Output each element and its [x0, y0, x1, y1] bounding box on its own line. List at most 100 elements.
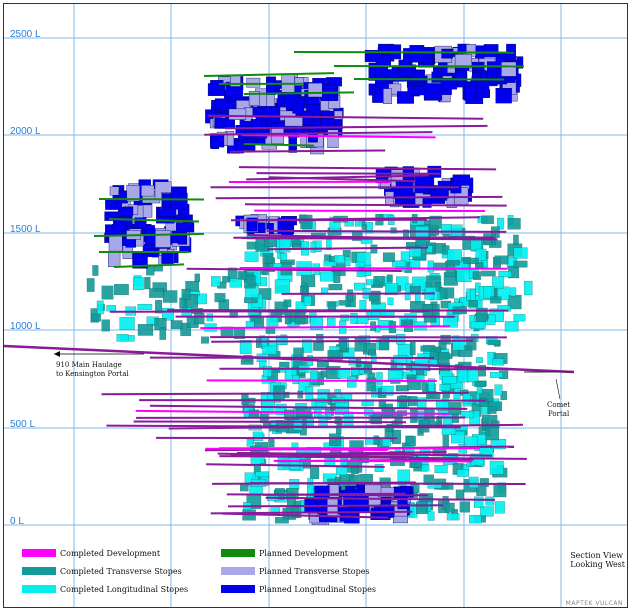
planned-development: [243, 91, 355, 95]
completed-stope: [356, 270, 366, 277]
completed-stope: [410, 286, 421, 293]
completed-development: [206, 379, 437, 382]
completed-stope: [474, 381, 486, 388]
completed-stope: [355, 220, 363, 227]
completed-stope: [366, 377, 377, 392]
completed-stope: [288, 457, 301, 470]
completed-stope: [283, 299, 292, 308]
completed-stope: [485, 496, 495, 506]
completed-stope: [316, 333, 324, 343]
completed-stope: [119, 317, 135, 330]
planned-stope: [214, 98, 230, 111]
completed-stope: [405, 436, 416, 446]
planned-stope: [364, 484, 382, 494]
completed-stope: [446, 513, 460, 521]
planned-stope: [108, 235, 123, 252]
completed-stope: [460, 411, 474, 419]
legend-completed-development: Completed Development: [22, 547, 160, 559]
completed-stope: [274, 279, 290, 294]
planned-stope: [266, 76, 277, 95]
completed-stope: [464, 436, 478, 447]
completed-stope: [194, 312, 205, 325]
completed-stope: [476, 307, 488, 322]
level-label-1000: 1000 L: [10, 321, 41, 332]
completed-stope: [334, 255, 345, 263]
completed-development: [210, 510, 413, 515]
completed-stope: [275, 517, 289, 524]
completed-stope: [171, 320, 183, 330]
planned-stope: [414, 175, 430, 194]
completed-stope: [490, 371, 503, 378]
completed-stope: [137, 324, 154, 336]
completed-stope: [338, 300, 351, 306]
level-label-500: 500 L: [10, 419, 36, 430]
planned-development: [98, 198, 205, 201]
planned-development: [203, 72, 335, 77]
completed-stope: [487, 339, 501, 346]
planned-stope: [410, 86, 426, 96]
completed-stope: [373, 276, 385, 287]
completed-stope: [245, 320, 255, 328]
planned-stope: [170, 192, 188, 210]
completed-stope: [92, 265, 99, 276]
completed-stope: [262, 345, 278, 355]
completed-development: [207, 114, 484, 120]
legend-planned-development: Planned Development: [221, 547, 348, 559]
planned-stope: [145, 228, 156, 245]
completed-stope: [494, 384, 503, 396]
completed-stope: [276, 335, 288, 345]
comet-portal-leader: [555, 378, 561, 400]
legend-label: Completed Longitudinal Stopes: [60, 584, 189, 594]
completed-stope: [292, 374, 300, 384]
completed-stope: [279, 253, 288, 261]
planned-stope: [409, 45, 425, 63]
completed-stope: [303, 295, 312, 306]
completed-stope: [298, 378, 310, 392]
planned-stope: [292, 103, 305, 114]
completed-development: [135, 409, 450, 415]
completed-stope: [513, 314, 526, 322]
legend-swatch: [22, 567, 56, 575]
planned-stope: [397, 494, 408, 510]
completed-stope: [480, 506, 494, 517]
completed-stope: [252, 431, 264, 441]
completed-development: [265, 496, 495, 501]
planned-stope: [123, 206, 134, 216]
completed-stope: [476, 357, 483, 363]
planned-stope: [109, 186, 120, 196]
completed-stope: [478, 397, 488, 407]
completed-stope: [485, 426, 499, 441]
completed-stope: [262, 366, 272, 377]
legend-label: Planned Transverse Stopes: [259, 566, 370, 576]
completed-stope: [334, 476, 341, 483]
planned-stope: [118, 190, 128, 204]
completed-stope: [162, 290, 178, 303]
completed-stope: [470, 321, 486, 329]
completed-development: [244, 203, 507, 207]
planned-stope: [161, 193, 172, 210]
completed-stope: [244, 275, 256, 289]
legend-label: Planned Development: [259, 548, 348, 558]
completed-stope: [374, 464, 384, 472]
completed-development: [168, 423, 524, 430]
completed-stope: [185, 281, 200, 292]
completed-stope: [90, 313, 101, 322]
planned-stope: [454, 54, 472, 69]
planned-stope: [327, 129, 339, 149]
completed-stope: [456, 469, 469, 477]
completed-stope: [524, 280, 533, 296]
planned-stope: [235, 125, 247, 135]
completed-development: [222, 512, 389, 519]
completed-development: [149, 404, 468, 410]
planned-stope: [423, 83, 443, 101]
section-view-note: Section View Looking West: [570, 551, 625, 569]
completed-stope: [442, 376, 457, 384]
legend-label: Completed Transverse Stopes: [60, 566, 182, 576]
completed-stope: [244, 297, 258, 304]
completed-development: [211, 339, 474, 343]
completed-stope: [116, 334, 129, 342]
completed-stope: [395, 385, 409, 392]
completed-stope: [321, 287, 329, 294]
completed-stope: [392, 260, 407, 267]
planned-stope: [108, 252, 121, 268]
